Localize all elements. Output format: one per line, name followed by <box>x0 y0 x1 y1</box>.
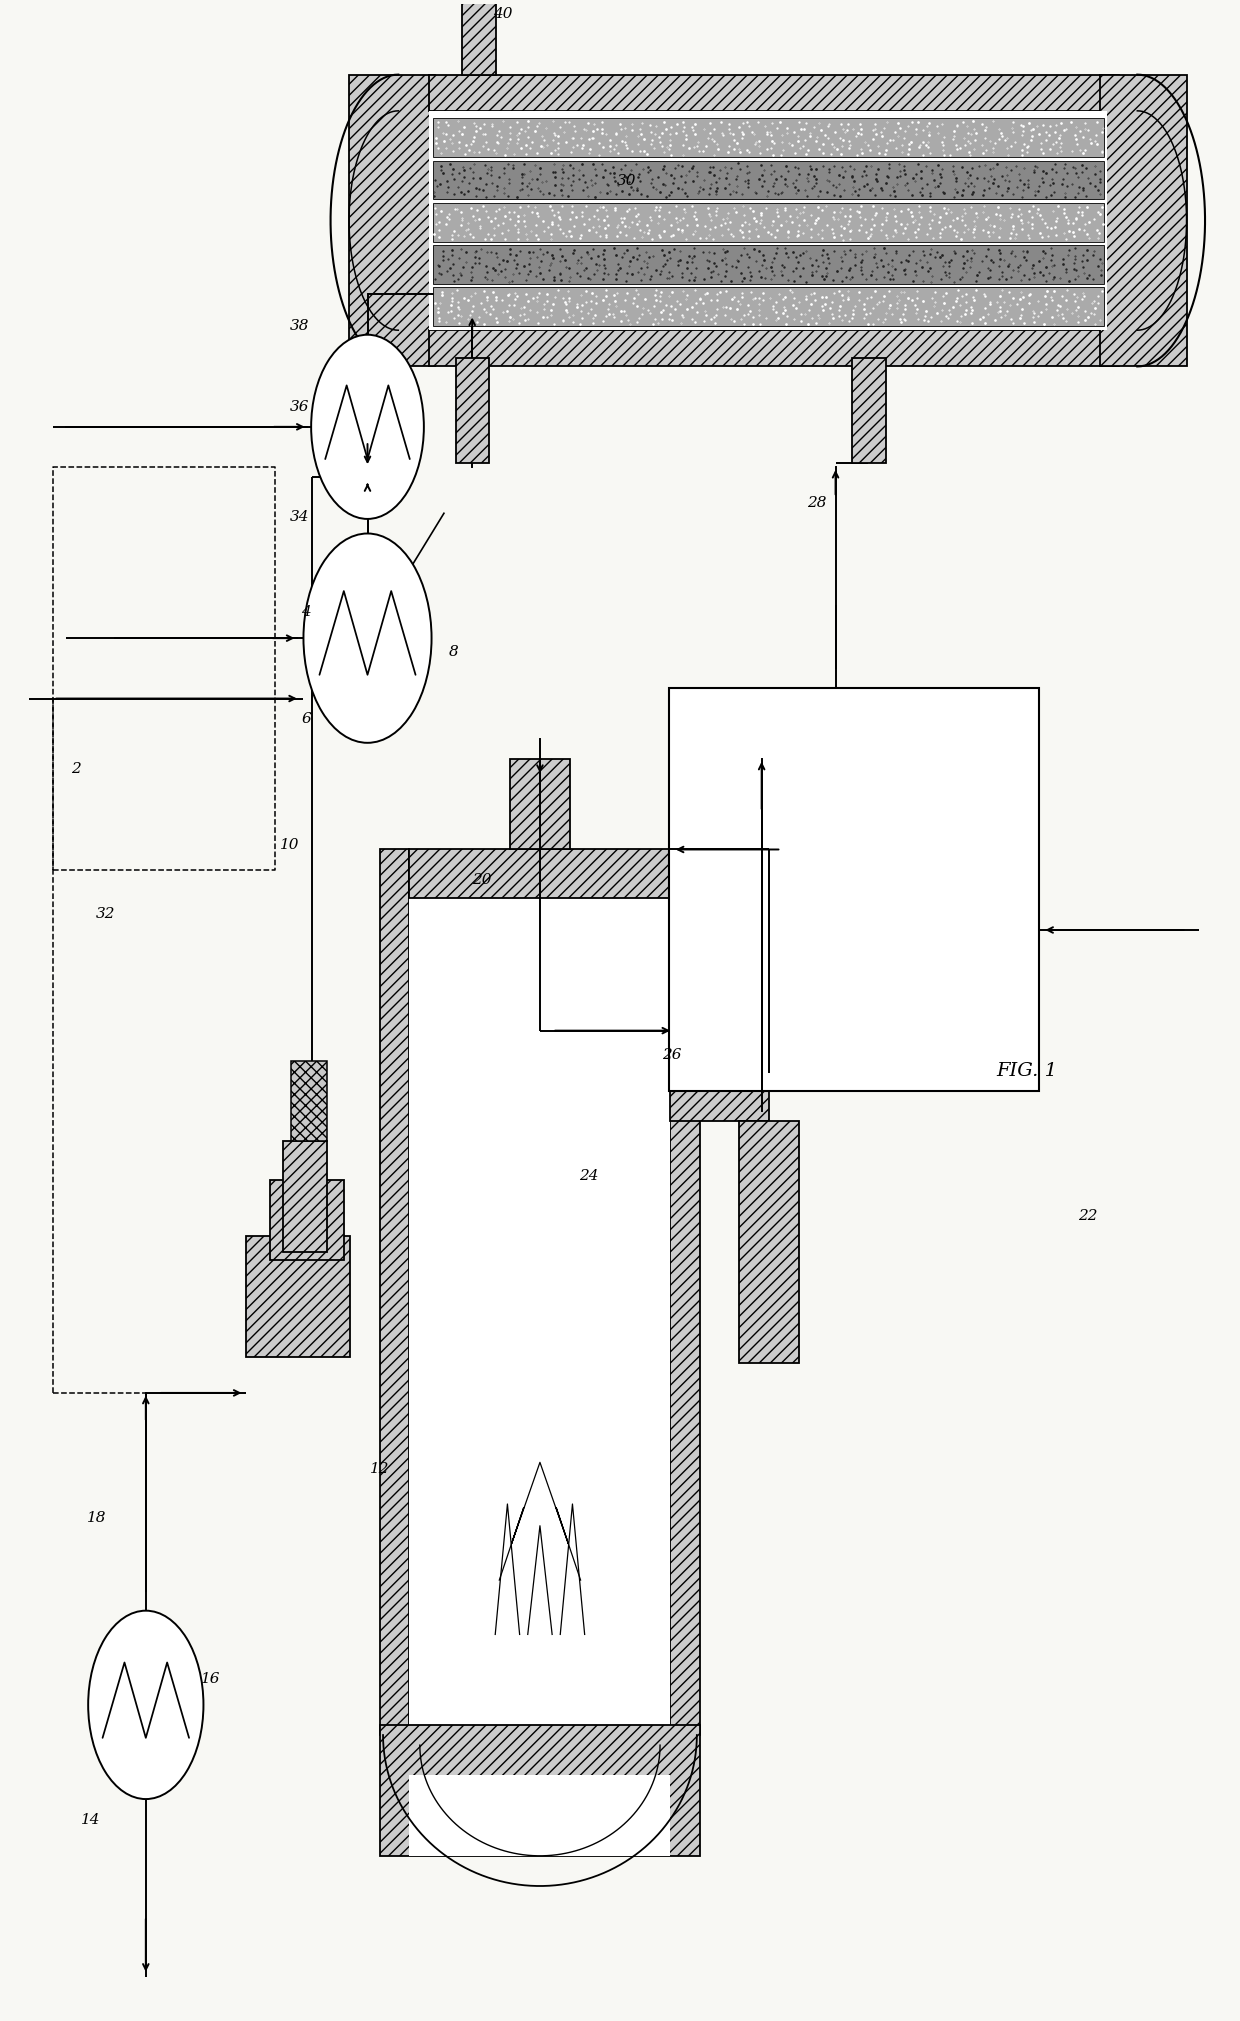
Bar <box>852 358 885 463</box>
Text: 16: 16 <box>201 1671 221 1686</box>
Text: 28: 28 <box>807 497 827 511</box>
Text: 2: 2 <box>71 762 81 776</box>
Bar <box>670 689 1039 1091</box>
Bar <box>463 0 496 75</box>
Bar <box>429 329 1118 366</box>
Text: 18: 18 <box>87 1510 107 1524</box>
Text: 34: 34 <box>290 511 310 523</box>
Bar <box>270 1180 345 1259</box>
Text: 30: 30 <box>616 174 636 188</box>
Text: 4: 4 <box>301 604 311 618</box>
Bar <box>511 760 569 849</box>
Bar <box>429 75 1118 111</box>
Text: 8: 8 <box>449 645 459 659</box>
Text: 6: 6 <box>301 711 311 726</box>
Text: 36: 36 <box>290 400 310 414</box>
Text: 10: 10 <box>280 839 300 853</box>
Bar <box>433 119 1104 158</box>
Bar <box>409 897 671 1744</box>
Bar <box>348 75 435 366</box>
Circle shape <box>88 1611 203 1799</box>
Text: FIG. 1: FIG. 1 <box>996 1061 1056 1079</box>
Bar <box>429 111 1106 329</box>
Text: 32: 32 <box>95 907 115 922</box>
Bar <box>291 1061 326 1142</box>
Bar <box>739 1122 799 1362</box>
Text: 14: 14 <box>81 1813 100 1827</box>
Bar <box>433 287 1104 325</box>
Text: 20: 20 <box>472 873 492 887</box>
Bar <box>409 849 671 897</box>
Text: 38: 38 <box>290 319 310 333</box>
Text: 24: 24 <box>579 1168 599 1182</box>
Bar <box>433 160 1104 200</box>
Text: 22: 22 <box>1079 1209 1097 1223</box>
Bar <box>379 849 409 1736</box>
Bar <box>671 1025 769 1122</box>
Text: 12: 12 <box>370 1463 389 1477</box>
Bar <box>433 202 1104 243</box>
Bar <box>671 849 701 1736</box>
Bar <box>1100 75 1187 366</box>
Text: 40: 40 <box>494 8 513 22</box>
Circle shape <box>311 335 424 519</box>
Bar <box>246 1237 350 1356</box>
Bar <box>379 1726 701 1855</box>
Bar <box>433 245 1104 283</box>
Bar <box>409 1774 671 1855</box>
Circle shape <box>304 534 432 744</box>
Text: 26: 26 <box>662 1047 682 1061</box>
Bar <box>456 358 490 463</box>
Bar <box>283 1142 327 1253</box>
